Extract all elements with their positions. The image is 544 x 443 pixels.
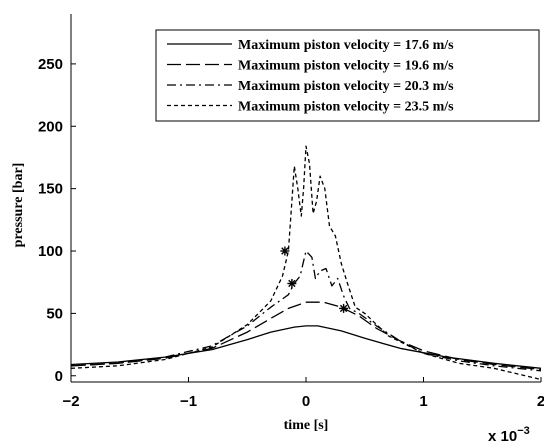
x-axis-multiplier-exponent: −3 — [517, 425, 530, 437]
x-tick-label: −2 — [62, 393, 79, 410]
series-line-1 — [70, 325, 542, 369]
tick-layer: −2 −1 0 1 2 0 50 100 150 200 250 — [38, 56, 544, 410]
star-marker — [280, 246, 290, 256]
x-axis-multiplier-base: x 10 — [488, 428, 517, 443]
y-tick-label: 200 — [38, 118, 63, 135]
x-axis-multiplier: x 10−3 — [488, 425, 530, 443]
x-axis-label: time [s] — [284, 418, 329, 433]
y-tick-label: 250 — [38, 56, 63, 73]
legend-label-4: Maximum piston velocity = 23.5 m/s — [238, 100, 454, 115]
series-line-3 — [70, 250, 542, 372]
legend-label-2: Maximum piston velocity = 19.6 m/s — [238, 59, 454, 74]
series-line-4 — [70, 145, 542, 381]
y-axis-label: pressure [bar] — [11, 163, 26, 248]
star-marker — [287, 279, 297, 288]
y-tick-label: 100 — [38, 243, 63, 260]
legend-label-1: Maximum piston velocity = 17.6 m/s — [238, 38, 454, 53]
x-tick-label: 2 — [537, 393, 544, 410]
legend: Maximum piston velocity = 17.6 m/s Maximu… — [155, 29, 540, 122]
y-tick-label: 0 — [55, 368, 63, 385]
y-tick-label: 150 — [38, 181, 63, 198]
star-marker — [339, 303, 349, 313]
legend-label-3: Maximum piston velocity = 20.3 m/s — [238, 79, 454, 94]
x-tick-label: 0 — [302, 393, 310, 410]
marker-layer — [280, 246, 349, 313]
series-layer — [70, 145, 542, 381]
y-tick-label: 50 — [46, 305, 63, 322]
x-tick-label: −1 — [180, 393, 197, 410]
legend-items: Maximum piston velocity = 17.6 m/s Maximu… — [167, 38, 454, 115]
x-tick-label: 1 — [419, 393, 427, 410]
